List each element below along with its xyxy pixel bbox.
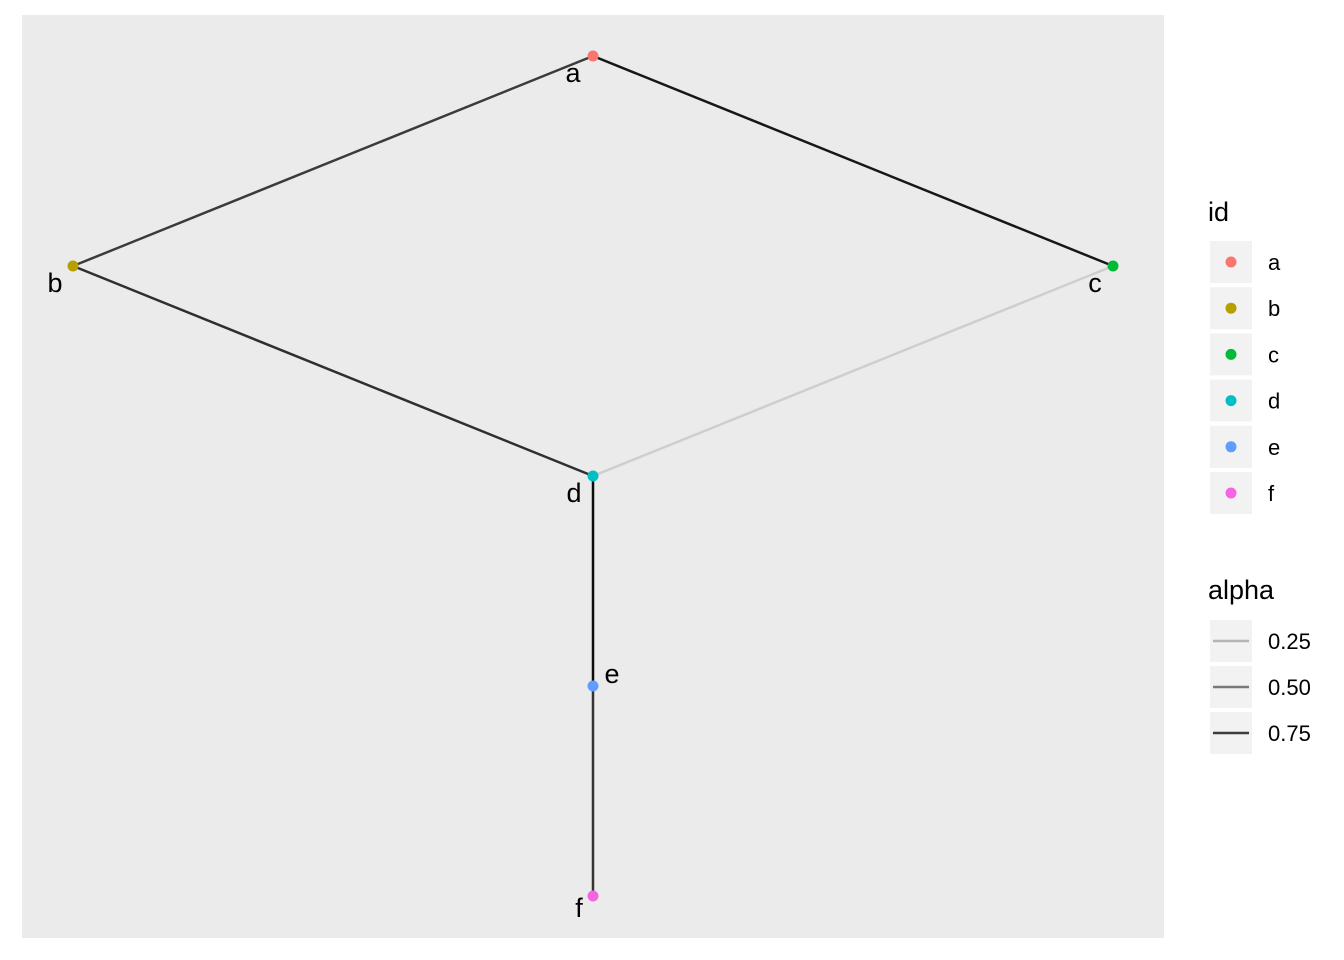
legend-id-dot-f [1225,487,1237,499]
legend-id-label-b: b [1268,296,1280,321]
legend-id-dot-d [1225,395,1237,407]
legend-alpha-key-0.25 [1210,620,1252,662]
node-label-e: e [604,659,619,689]
edges-layer [72,54,1114,896]
legend-alpha: alpha 0.25 0.50 0.75 [1208,575,1311,754]
node-d [587,470,599,482]
nodes-layer [67,50,1119,902]
node-a [587,50,599,62]
legend-id-label-a: a [1268,250,1281,275]
node-labels-layer: a b c d e f [47,58,1101,923]
legend-id-dot-c [1225,348,1237,360]
node-label-c: c [1088,268,1102,298]
legend-id-dot-a [1225,256,1237,268]
legend-alpha-label-0.75: 0.75 [1268,721,1311,746]
node-f [587,890,599,902]
node-label-f: f [575,893,583,923]
node-label-d: d [566,478,581,508]
legend-alpha-label-0.50: 0.50 [1268,675,1311,700]
edge-b-d [72,264,594,478]
legend-id-label-e: e [1268,435,1280,460]
edge-a-b [72,54,594,268]
legend-id-dot-e [1225,441,1237,453]
node-e [587,680,599,692]
edge-c-d [592,264,1114,478]
node-label-b: b [47,268,62,298]
node-b [67,260,79,272]
edge-a-c [592,54,1114,268]
node-c [1107,260,1119,272]
legend-id-title: id [1208,197,1229,227]
legend-alpha-title: alpha [1208,575,1275,605]
legend-id-label-f: f [1268,481,1275,506]
node-label-a: a [565,58,581,88]
legend-id-label-c: c [1268,342,1279,367]
legend-id-label-d: d [1268,389,1280,414]
legend-id-dot-b [1225,302,1237,314]
legend-alpha-label-0.25: 0.25 [1268,629,1311,654]
